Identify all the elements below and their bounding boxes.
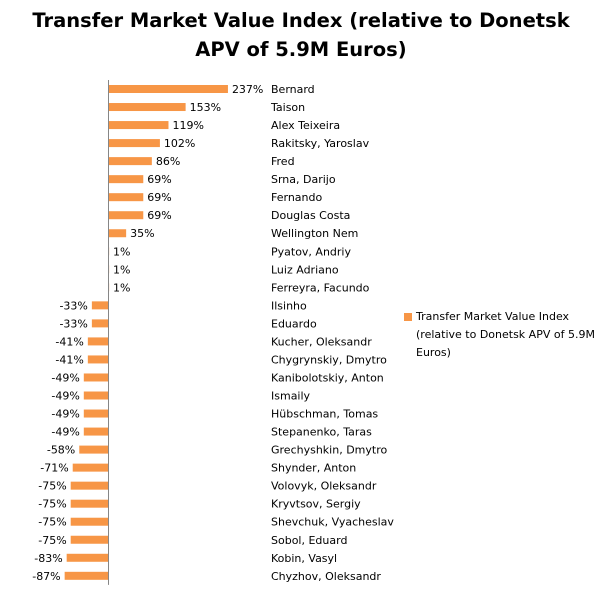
category-label: Kucher, Oleksandr [271, 335, 372, 348]
data-label: 35% [130, 227, 154, 240]
bar [83, 427, 109, 436]
bar [108, 193, 144, 202]
category-label: Taison [270, 101, 305, 114]
category-label: Douglas Costa [271, 209, 350, 222]
legend-swatch [404, 313, 412, 321]
bar [87, 355, 109, 364]
category-label: Kanibolotskiy, Anton [271, 371, 384, 384]
chart-title-line-2: APV of 5.9M Euros) [195, 38, 407, 61]
bar [91, 319, 109, 328]
category-label: Pyatov, Andriy [271, 245, 351, 258]
data-label: -33% [59, 317, 87, 330]
category-label: Kryvtsov, Sergiy [271, 498, 361, 511]
data-label: 153% [190, 101, 221, 114]
bar [87, 337, 109, 346]
bar [70, 481, 109, 490]
category-label: Stepanenko, Taras [271, 426, 372, 439]
data-label: 119% [172, 119, 203, 132]
data-label: -49% [51, 390, 79, 403]
category-label: Ilsinho [271, 299, 307, 312]
data-label: 86% [156, 155, 180, 168]
data-label: -49% [51, 426, 79, 439]
bar [108, 211, 144, 220]
data-label: -58% [47, 444, 75, 457]
bar [108, 139, 160, 148]
data-label: -75% [38, 498, 66, 511]
data-label: -83% [34, 552, 62, 565]
category-label: Volovyk, Oleksandr [271, 480, 377, 493]
data-label: 69% [147, 209, 171, 222]
category-label: Bernard [271, 83, 315, 96]
bar [72, 463, 109, 472]
data-label: 1% [113, 281, 130, 294]
bar [70, 535, 109, 544]
category-label: Wellington Nem [271, 227, 358, 240]
data-label: -75% [38, 516, 66, 529]
bar [79, 445, 109, 454]
data-label: 237% [232, 83, 263, 96]
data-label: -75% [38, 534, 66, 547]
category-label: Hübschman, Tomas [271, 408, 378, 421]
bar [83, 373, 109, 382]
category-label: Chygrynskiy, Dmytro [271, 353, 387, 366]
data-label: -71% [40, 462, 68, 475]
category-label: Fred [271, 155, 295, 168]
category-label: Rakitsky, Yaroslav [271, 137, 370, 150]
category-label: Grechyshkin, Dmytro [271, 444, 387, 457]
category-label: Ferreyra, Facundo [271, 281, 370, 294]
category-label: Luiz Adriano [271, 263, 339, 276]
data-label: 1% [113, 263, 130, 276]
chart-title-line-1: Transfer Market Value Index (relative to… [32, 9, 570, 32]
bar [83, 409, 109, 418]
data-label: -49% [51, 408, 79, 421]
category-label: Kobin, Vasyl [271, 552, 337, 565]
category-label: Ismaily [271, 390, 311, 403]
category-label: Shevchuk, Vyacheslav [271, 516, 394, 529]
category-label: Shynder, Anton [271, 462, 356, 475]
bar [91, 301, 109, 310]
bar [64, 571, 109, 580]
data-label: -49% [51, 371, 79, 384]
bar [108, 121, 169, 130]
bar [108, 229, 127, 238]
data-label: -41% [55, 353, 83, 366]
bar [108, 175, 144, 184]
category-label: Alex Teixeira [271, 119, 340, 132]
data-label: 1% [113, 245, 130, 258]
data-label: -33% [59, 299, 87, 312]
category-label: Sobol, Eduard [271, 534, 347, 547]
bar [108, 103, 186, 112]
bar [83, 391, 109, 400]
bar [108, 157, 152, 166]
bar [108, 85, 228, 93]
data-label: 69% [147, 191, 171, 204]
data-label: -87% [32, 570, 60, 583]
data-label: 102% [164, 137, 195, 150]
data-label: -75% [38, 480, 66, 493]
category-label: Fernando [271, 191, 322, 204]
category-label: Srna, Darijo [271, 173, 336, 186]
data-label: 69% [147, 173, 171, 186]
bar [66, 553, 109, 562]
data-label: -41% [55, 335, 83, 348]
chart-title: Transfer Market Value Index (relative to… [0, 6, 602, 64]
category-label: Eduardo [271, 317, 317, 330]
bar [70, 517, 109, 526]
category-label: Chyzhov, Oleksandr [271, 570, 381, 583]
bar [70, 499, 109, 508]
legend-label: Transfer Market Value Index (relative to… [416, 310, 595, 359]
